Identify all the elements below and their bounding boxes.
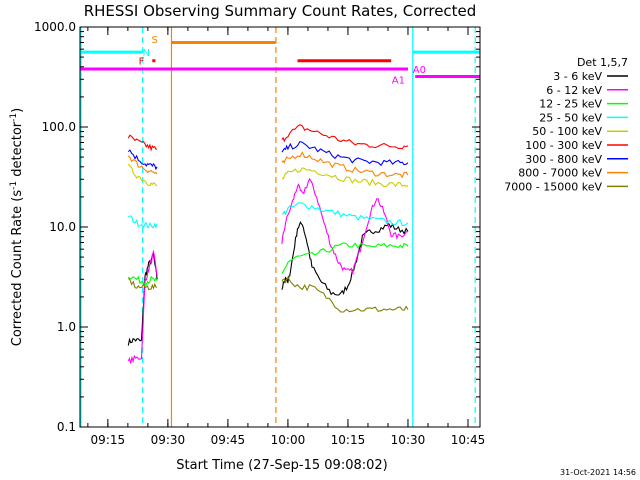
series-line-8-seg2 <box>281 151 409 179</box>
legend-label-5: 50 - 100 keV <box>532 125 602 138</box>
series-line-4-seg1 <box>128 215 158 229</box>
legend-label-6: 100 - 300 keV <box>525 139 602 152</box>
plot-frame <box>79 26 481 428</box>
x-tick-label-5: 10:15 <box>331 433 366 447</box>
series-line-2-seg1 <box>127 249 158 364</box>
series-line-1-seg2 <box>281 221 409 296</box>
legend-title: Det 1,5,7 <box>577 56 628 69</box>
x-tick-label-1: 09:15 <box>91 433 126 447</box>
series-line-6-seg1 <box>127 134 158 152</box>
series-line-6-seg2 <box>281 124 409 150</box>
x-tick-label-4: 10:00 <box>271 433 306 447</box>
flag-label-a1: A1 <box>392 75 405 86</box>
y-axis-label-sup1: -1 <box>9 181 19 190</box>
x-tick-label-3: 09:45 <box>211 433 246 447</box>
y-tick-label-2: 1.0 <box>57 320 76 334</box>
series-line-3-seg1 <box>127 275 158 287</box>
series-line-9-seg2 <box>281 276 409 313</box>
series-line-9-seg1 <box>128 278 158 291</box>
series-line-4-seg2 <box>281 202 409 227</box>
legend-label-9: 7000 - 15000 keV <box>504 180 602 193</box>
series-line-3-seg2 <box>281 242 409 274</box>
chart-title: RHESSI Observing Summary Count Rates, Co… <box>84 2 477 20</box>
flag-label-s: S <box>151 35 157 46</box>
series-line-2-seg2 <box>281 177 409 275</box>
x-tick-label-7: 10:45 <box>451 433 486 447</box>
y-axis-label-main: Corrected Count Rate (s <box>10 190 25 347</box>
timestamp-label: 31-Oct-2021 14:56 <box>560 468 636 477</box>
y-tick-label-3: 10.0 <box>49 220 76 234</box>
legend-label-8: 800 - 7000 keV <box>518 167 602 180</box>
y-tick-label-4: 100.0 <box>42 120 76 134</box>
legend-label-2: 6 - 12 keV <box>546 84 602 97</box>
x-tick-label-2: 09:30 <box>151 433 186 447</box>
plot-layer: NSF A0 A1 <box>80 27 480 427</box>
x-tick-label-6: 10:30 <box>391 433 426 447</box>
y-axis-label-sup2: -1 <box>9 113 19 122</box>
y-tick-label-5: 1000.0 <box>34 20 76 34</box>
series-line-7-seg2 <box>281 140 409 167</box>
flag-label-n: N <box>143 48 150 59</box>
y-axis-label: Corrected Count Rate (s-1 detector-1) <box>9 108 25 346</box>
legend-label-1: 3 - 6 keV <box>553 70 602 83</box>
y-tick-label-1: 0.1 <box>57 420 76 434</box>
axis-layer: 0.1 1.0 10.0 100.0 1000.0 09:15 09:30 09:45 10:0… <box>34 20 485 447</box>
flag-label-f: F <box>139 57 145 68</box>
legend-label-4: 25 - 50 keV <box>539 111 602 124</box>
flag-label-a0: A0 <box>413 65 426 76</box>
series-line-5-seg1 <box>127 163 158 187</box>
y-axis-label-end: ) <box>10 108 25 113</box>
x-axis-label: Start Time (27-Sep-15 09:08:02) <box>176 458 387 473</box>
legend-label-3: 12 - 25 keV <box>539 98 602 111</box>
legend-label-7: 300 - 800 keV <box>525 153 602 166</box>
series-line-8-seg1 <box>127 155 158 175</box>
y-axis-label-mid: detector <box>10 121 25 181</box>
series-line-5-seg2 <box>281 167 409 188</box>
series-line-7-seg1 <box>127 149 158 171</box>
